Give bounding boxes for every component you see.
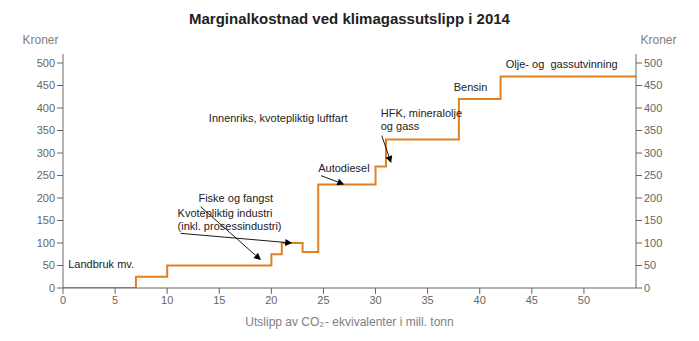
svg-text:400: 400 (37, 102, 55, 114)
svg-text:Utslipp av CO₂ - ekvivalenter: Utslipp av CO₂ - ekvivalenter i mill. to… (245, 315, 453, 329)
svg-text:35: 35 (422, 294, 434, 306)
svg-text:45: 45 (526, 294, 538, 306)
svg-text:20: 20 (265, 294, 277, 306)
svg-text:300: 300 (37, 147, 55, 159)
svg-text:100: 100 (37, 237, 55, 249)
svg-text:250: 250 (37, 169, 55, 181)
svg-text:Fiske og fangst: Fiske og fangst (198, 192, 273, 204)
svg-text:5: 5 (112, 294, 118, 306)
svg-text:50: 50 (644, 259, 656, 271)
svg-text:Bensin: Bensin (454, 81, 488, 93)
svg-text:50: 50 (43, 259, 55, 271)
svg-text:450: 450 (37, 79, 55, 91)
svg-text:HFK, mineraloljeog gass: HFK, mineraloljeog gass (381, 107, 462, 132)
svg-text:350: 350 (644, 124, 662, 136)
svg-text:10: 10 (161, 294, 173, 306)
svg-text:250: 250 (644, 169, 662, 181)
svg-text:0: 0 (644, 282, 650, 294)
svg-text:Landbruk mv.: Landbruk mv. (68, 258, 134, 270)
svg-text:25: 25 (317, 294, 329, 306)
svg-text:400: 400 (644, 102, 662, 114)
html-text:Marginalkostnad ved klimagassu: Marginalkostnad ved klimagassutslipp i 2… (189, 10, 510, 27)
svg-text:100: 100 (644, 237, 662, 249)
svg-text:Kroner: Kroner (22, 33, 58, 47)
svg-text:500: 500 (644, 57, 662, 69)
svg-text:350: 350 (37, 124, 55, 136)
svg-text:40: 40 (474, 294, 486, 306)
svg-text:0: 0 (49, 282, 55, 294)
svg-text:30: 30 (369, 294, 381, 306)
svg-text:Autodiesel: Autodiesel (318, 162, 369, 174)
svg-text:Kroner: Kroner (640, 33, 676, 47)
svg-text:Olje- og gassutvinning: Olje- og gassutvinning (506, 58, 618, 70)
svg-text:Kvotepliktig industri(inkl. pr: Kvotepliktig industri(inkl. prosessindus… (178, 207, 282, 232)
svg-text:450: 450 (644, 79, 662, 91)
svg-text:300: 300 (644, 147, 662, 159)
svg-text:150: 150 (644, 214, 662, 226)
svg-text:200: 200 (644, 192, 662, 204)
svg-text:0: 0 (60, 294, 66, 306)
svg-text:200: 200 (37, 192, 55, 204)
svg-text:500: 500 (37, 57, 55, 69)
svg-text:Innenriks, kvotepliktig luftfa: Innenriks, kvotepliktig luftfart (209, 112, 348, 124)
svg-text:50: 50 (578, 294, 590, 306)
svg-text:15: 15 (213, 294, 225, 306)
svg-text:150: 150 (37, 214, 55, 226)
